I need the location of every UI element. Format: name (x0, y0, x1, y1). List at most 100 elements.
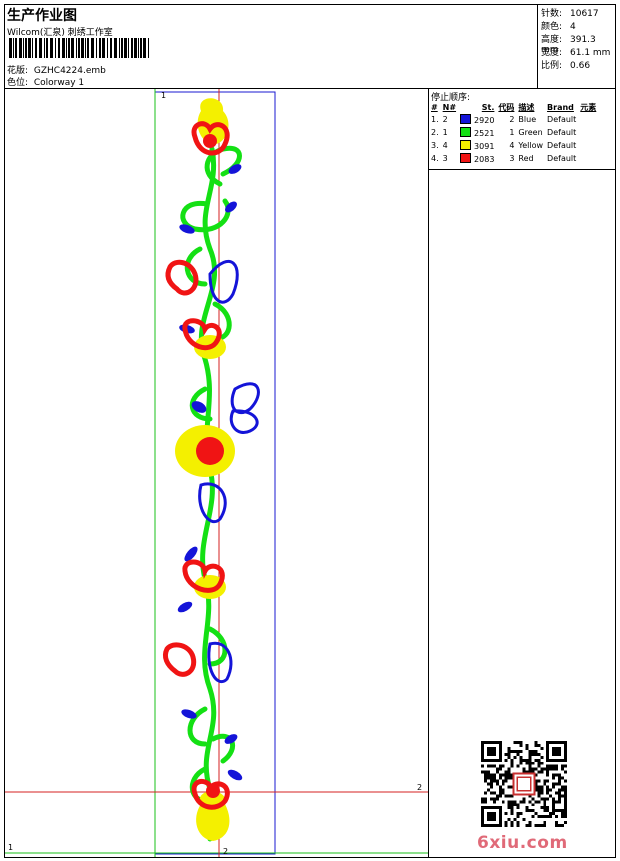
col-header: # (431, 102, 438, 112)
stop-sequence-title: 停止顺序: (431, 93, 471, 103)
stats-panel: 针数: 10617 颜色: 4 高度: 391.3 mm 宽度: 61.1 mm 比例:… (538, 5, 615, 89)
stat-colors: 颜色: 4 (541, 19, 576, 32)
needle-number: 3 (442, 154, 448, 163)
stat-scale: 比例: 0.66 (541, 58, 590, 71)
color-code: 4 (509, 141, 515, 150)
stat-value: 10617 (570, 9, 599, 19)
flower-center-group-red (196, 134, 224, 798)
colorway-row: 色位: Colorway 1 (7, 75, 84, 88)
needle-number: 2 (442, 115, 448, 124)
table-row: 2. 1 2521 1 Green Default (429, 126, 598, 139)
stat-label: 宽度: (541, 48, 563, 58)
flower (197, 98, 229, 144)
flower-outline (191, 121, 230, 156)
embroidery-preview: 1 1 2 2 (5, 89, 429, 857)
company-name: Wilcom(汇泉) 刺绣工作室 (7, 28, 113, 38)
stat-label: 高度: (541, 35, 563, 45)
color-code: 1 (509, 128, 515, 137)
element (578, 126, 598, 139)
table-row: 1. 2 2920 2 Blue Default (429, 113, 598, 126)
brand: Default (547, 154, 577, 163)
leaf (225, 201, 237, 213)
flower-outline-group-red (162, 121, 230, 810)
stat-value: 4 (570, 22, 576, 32)
table-header-row: # N# St. 代码 描述 Brand 元素 (429, 101, 598, 113)
color-description: Green (518, 128, 543, 137)
seal-stamp (512, 772, 536, 796)
table-row: 4. 3 2083 3 Red Default (429, 152, 598, 165)
leaf (181, 709, 197, 719)
leaf (191, 401, 207, 413)
tendril (184, 246, 208, 287)
flower-center (196, 437, 224, 465)
page-title: 生产作业图 (7, 8, 77, 24)
production-worksheet: 生产作业图 Wilcom(汇泉) 刺绣工作室 花版: GZHC4224.emb … (4, 4, 616, 858)
element (578, 113, 598, 126)
tendril (187, 706, 208, 747)
axis-marker-top: 1 (161, 91, 167, 100)
axis-marker-right: 2 (417, 783, 423, 792)
stat-label: 针数: (541, 9, 563, 19)
stitch-count: 2920 (458, 113, 496, 126)
leaf-outline (207, 641, 233, 683)
tendril (190, 386, 213, 422)
leaf (179, 224, 195, 234)
stat-value: 61.1 mm (570, 48, 611, 58)
table-row: 3. 4 3091 4 Yellow Default (429, 139, 598, 152)
row-number: 3. (431, 141, 439, 150)
element (578, 139, 598, 152)
leaf-outline (208, 260, 239, 304)
leaf (224, 734, 238, 744)
flower-outline (182, 318, 222, 351)
color-description: Red (518, 154, 534, 163)
stitch-count-value: 2521 (474, 129, 495, 138)
stat-stitches: 针数: 10617 (541, 6, 599, 19)
stitch-count-value: 2920 (474, 116, 495, 125)
color-swatch (460, 114, 472, 124)
leaf-outline-group-blue (198, 260, 260, 683)
flower-outline (162, 642, 197, 677)
stop-sequence-section: 停止顺序: # N# St. 代码 描述 Brand 元素 1. 2 2920 2 Bl… (429, 89, 615, 170)
color-code: 2 (509, 115, 515, 124)
flower (194, 575, 226, 599)
seal-stamp-inner (516, 776, 532, 792)
stat-height: 高度: 391.3 mm (541, 32, 615, 55)
stitch-count: 2521 (458, 126, 496, 139)
tendril (180, 198, 231, 233)
col-header: 描述 (518, 102, 535, 112)
watermark-logo: 6xiu.com (477, 833, 568, 853)
row-number: 4. (431, 154, 439, 163)
stitch-count-value: 3091 (474, 142, 495, 151)
flower-outline (165, 259, 199, 296)
leaf-outline (198, 482, 227, 523)
color-code: 3 (509, 154, 515, 163)
stitch-count: 3091 (458, 139, 496, 152)
color-swatch (460, 127, 472, 137)
stat-value: 391.3 mm (541, 35, 596, 55)
stat-label: 颜色: (541, 22, 563, 32)
leaf (227, 769, 243, 781)
colorway-name: Colorway 1 (33, 78, 85, 88)
colorway-label: 色位: (7, 78, 29, 88)
stitch-count: 2083 (458, 152, 496, 165)
leaf (228, 164, 242, 174)
stat-value: 0.66 (570, 61, 591, 71)
axis-marker-bottom: 2 (223, 847, 229, 856)
leaf (177, 601, 193, 613)
color-swatch (460, 153, 472, 163)
stat-label: 比例: (541, 61, 563, 71)
col-header: Brand (547, 102, 574, 112)
flower-center (206, 784, 220, 798)
barcode (9, 38, 149, 58)
flower-outline (182, 559, 225, 593)
leaf-outline (230, 382, 260, 415)
color-sequence-panel: 停止顺序: # N# St. 代码 描述 Brand 元素 1. 2 2920 2 Bl… (429, 89, 615, 857)
col-header: St. (481, 102, 495, 112)
row-number: 1. (431, 115, 439, 124)
design-file-row: 花版: GZHC4224.emb (7, 63, 106, 76)
tendril (207, 626, 228, 667)
col-header: N# (442, 102, 457, 112)
color-swatch (460, 140, 472, 150)
row-number: 2. (431, 128, 439, 137)
col-header: 元素 (580, 102, 597, 112)
